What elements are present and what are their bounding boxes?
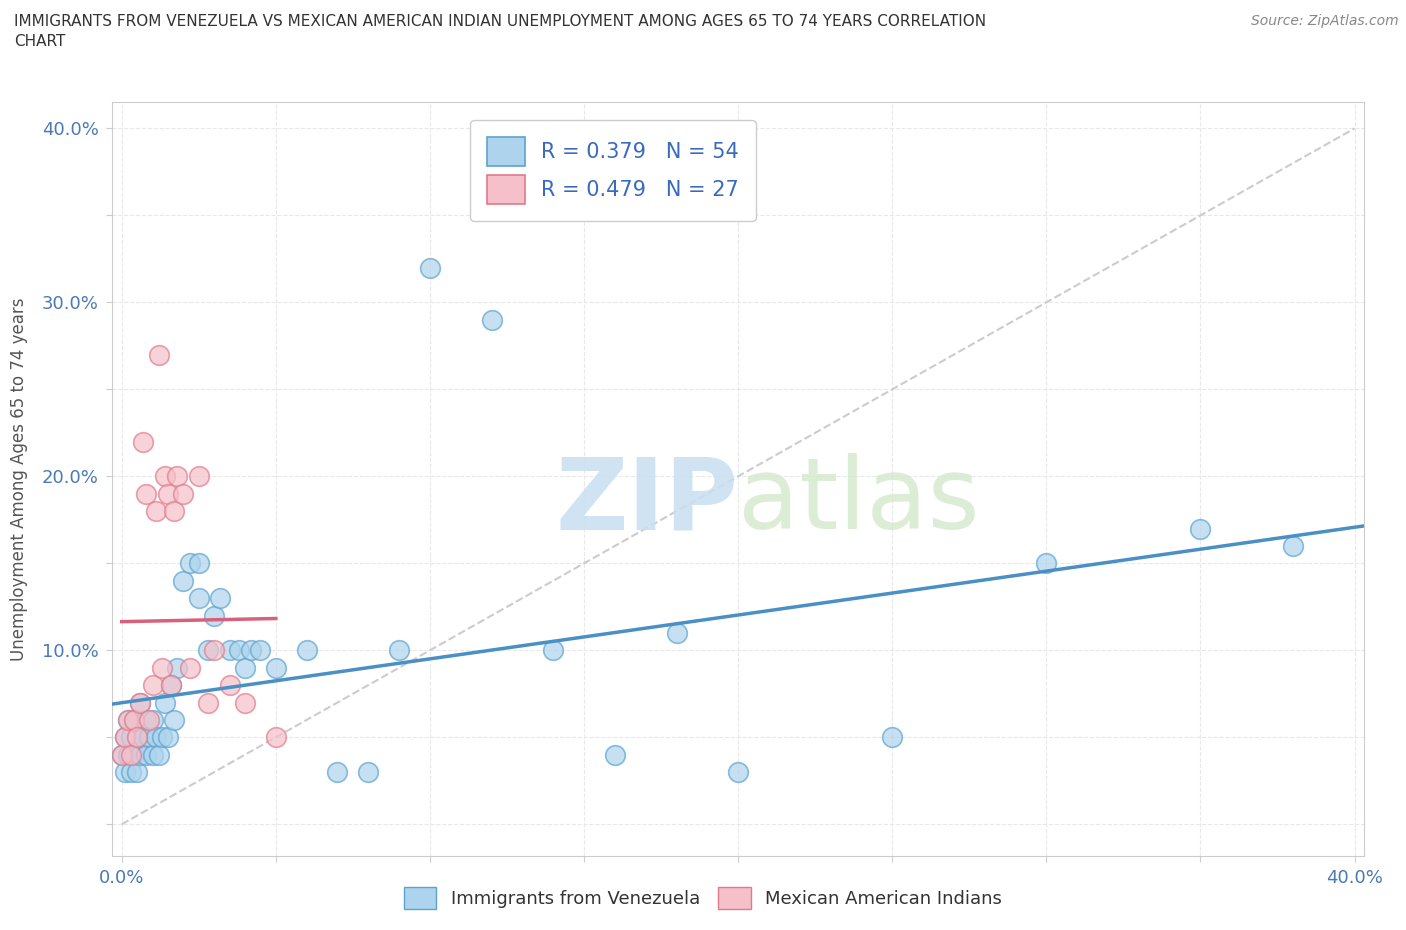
Point [156, 486, 179, 501]
Point [135, 748, 157, 763]
Point [249, 643, 271, 658]
Point [120, 730, 142, 745]
Point [163, 504, 186, 519]
Point [388, 643, 411, 658]
Point [117, 712, 139, 727]
Point [117, 712, 139, 727]
Point [166, 469, 188, 484]
Point [122, 712, 145, 727]
Point [264, 660, 287, 675]
Legend: R = 0.379   N = 54, R = 0.479   N = 27: R = 0.379 N = 54, R = 0.479 N = 27 [471, 120, 755, 220]
Point [129, 748, 152, 763]
Point [163, 712, 186, 727]
Y-axis label: Unemployment Among Ages 65 to 74 years: Unemployment Among Ages 65 to 74 years [10, 298, 28, 660]
Point [160, 678, 183, 693]
Point [197, 643, 219, 658]
Point [160, 678, 183, 693]
Point [153, 695, 176, 710]
Point [117, 748, 139, 763]
Point [138, 712, 160, 727]
Point [541, 643, 564, 658]
Point [153, 469, 176, 484]
Point [122, 712, 145, 727]
Point [727, 764, 749, 779]
Text: Source: ZipAtlas.com: Source: ZipAtlas.com [1251, 14, 1399, 28]
Text: ZIP: ZIP [555, 453, 738, 550]
Point [150, 660, 173, 675]
Point [295, 643, 318, 658]
Point [1035, 556, 1057, 571]
Text: atlas: atlas [738, 453, 980, 550]
Point [233, 660, 256, 675]
Point [166, 660, 188, 675]
Point [138, 730, 160, 745]
Point [1282, 538, 1305, 553]
Point [882, 730, 904, 745]
Point [135, 712, 157, 727]
Point [1189, 521, 1212, 536]
Point [233, 695, 256, 710]
Point [197, 695, 219, 710]
Point [172, 486, 194, 501]
Text: CHART: CHART [14, 34, 66, 49]
Point [132, 730, 155, 745]
Point [145, 730, 167, 745]
Point [135, 486, 157, 501]
Point [218, 643, 240, 658]
Point [145, 504, 167, 519]
Point [357, 764, 380, 779]
Point [228, 643, 250, 658]
Point [141, 678, 163, 693]
Point [127, 730, 149, 745]
Point [187, 591, 209, 605]
Point [179, 556, 201, 571]
Point [132, 434, 155, 449]
Point [129, 695, 152, 710]
Point [481, 312, 503, 327]
Point [111, 748, 134, 763]
Point [187, 556, 209, 571]
Legend: Immigrants from Venezuela, Mexican American Indians: Immigrants from Venezuela, Mexican Ameri… [396, 880, 1010, 916]
Point [150, 730, 173, 745]
Point [264, 730, 287, 745]
Point [179, 660, 201, 675]
Point [120, 764, 142, 779]
Point [114, 764, 136, 779]
Text: IMMIGRANTS FROM VENEZUELA VS MEXICAN AMERICAN INDIAN UNEMPLOYMENT AMONG AGES 65 : IMMIGRANTS FROM VENEZUELA VS MEXICAN AME… [14, 14, 986, 29]
Point [141, 748, 163, 763]
Point [172, 573, 194, 588]
Point [127, 764, 149, 779]
Point [111, 748, 134, 763]
Point [240, 643, 263, 658]
Point [156, 730, 179, 745]
Point [326, 764, 349, 779]
Point [120, 748, 142, 763]
Point [114, 730, 136, 745]
Point [187, 469, 209, 484]
Point [148, 748, 170, 763]
Point [122, 748, 145, 763]
Point [218, 678, 240, 693]
Point [114, 730, 136, 745]
Point [665, 626, 688, 641]
Point [141, 712, 163, 727]
Point [419, 260, 441, 275]
Point [202, 608, 225, 623]
Point [129, 695, 152, 710]
Point [202, 643, 225, 658]
Point [127, 730, 149, 745]
Point [603, 748, 626, 763]
Point [209, 591, 232, 605]
Point [148, 347, 170, 362]
